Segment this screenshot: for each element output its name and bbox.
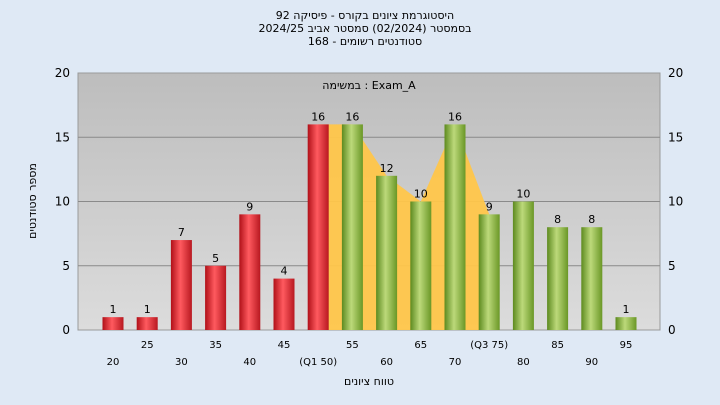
bar-value-label: 9: [246, 200, 253, 213]
bar: [410, 201, 432, 330]
y-tick-label-left: 20: [55, 66, 70, 80]
y-tick-label-right: 20: [668, 66, 683, 80]
x-tick-label: 40: [243, 357, 256, 368]
x-tick-label: 60: [380, 357, 393, 368]
x-tick-label: 45: [278, 340, 291, 351]
bar: [376, 175, 398, 330]
bar: [581, 227, 603, 330]
x-tick-label: (Q1 50): [299, 357, 337, 368]
bar-value-label: 16: [448, 110, 462, 123]
bar-value-label: 1: [110, 303, 117, 316]
bar-value-label: 16: [345, 110, 359, 123]
x-axis-title: טווח ציונים: [344, 375, 394, 388]
y-tick-label-left: 15: [55, 130, 70, 144]
y-tick-label-left: 10: [55, 195, 70, 209]
bar-value-label: 10: [516, 188, 530, 201]
bar: [136, 317, 158, 330]
y-axis-title: מספר סטודנטים: [26, 163, 39, 239]
x-tick-label: 80: [517, 357, 530, 368]
bar: [341, 124, 363, 331]
bar: [307, 124, 329, 331]
bar: [547, 227, 569, 330]
x-axis-ticks: 20 25 30 35 40 45 (Q1 50) 55 60 65 70 (Q3 75) 80 85 90…: [107, 340, 633, 368]
bar-value-label: 8: [588, 213, 595, 226]
x-tick-label: 65: [414, 340, 427, 351]
bar-value-label: 7: [178, 226, 185, 239]
bar-value-label: 5: [212, 252, 219, 265]
bar: [478, 214, 500, 330]
y-tick-label-left: 5: [62, 259, 70, 273]
x-tick-label: 90: [585, 357, 598, 368]
y-tick-label-right: 5: [668, 259, 676, 273]
chart-annotation: במשימה : Exam_A: [322, 79, 416, 92]
bar: [170, 240, 192, 330]
x-tick-label: 55: [346, 340, 359, 351]
data-labels: 1 1 7 5 9 4 16 16 12 10 16 9 10 8 8 1: [110, 110, 630, 316]
x-tick-label: (Q3 75): [470, 340, 508, 351]
bar: [273, 278, 295, 330]
bar: [205, 265, 227, 330]
bar-value-label: 1: [623, 303, 630, 316]
bar-value-label: 1: [144, 303, 151, 316]
bar: [615, 317, 637, 330]
y-tick-label-left: 0: [62, 323, 70, 337]
chart-subtitle-enrolled: סטודנטים רשומים - 168: [308, 35, 422, 48]
x-tick-label: 30: [175, 357, 188, 368]
bar-value-label: 8: [554, 213, 561, 226]
y-tick-label-right: 15: [668, 130, 683, 144]
bar: [512, 201, 534, 330]
chart-title: היסטוגרמת ציונים בקורס - פיסיקה 92: [276, 9, 454, 22]
bars: [102, 124, 637, 331]
y-tick-label-right: 0: [668, 323, 676, 337]
bar-value-label: 4: [281, 265, 288, 278]
x-tick-label: 85: [551, 340, 564, 351]
bar-value-label: 10: [414, 188, 428, 201]
x-tick-label: 70: [449, 357, 462, 368]
y-tick-label-right: 10: [668, 195, 683, 209]
bar: [239, 214, 261, 330]
bar-value-label: 16: [311, 110, 325, 123]
bar: [444, 124, 466, 331]
x-tick-label: 20: [107, 357, 120, 368]
x-tick-label: 95: [620, 340, 633, 351]
bar-value-label: 12: [380, 162, 394, 175]
chart-subtitle-semester: בסמסטר (02/2024) סמסטר אביב 2024/25: [258, 22, 471, 35]
x-tick-label: 35: [209, 340, 222, 351]
x-tick-label: 25: [141, 340, 154, 351]
bar: [102, 317, 124, 330]
bar-value-label: 9: [486, 200, 493, 213]
